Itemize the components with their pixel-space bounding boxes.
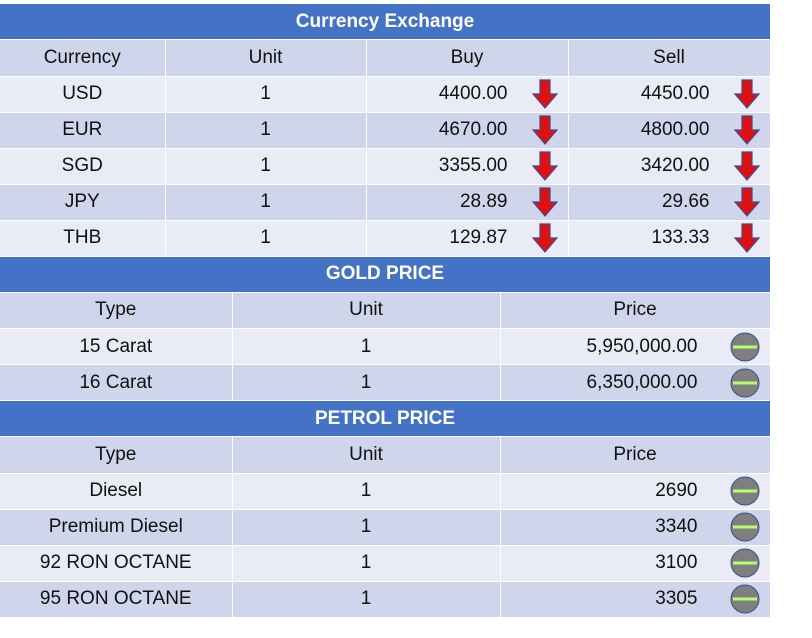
fuel-type: 92 RON OCTANE: [0, 545, 233, 582]
unit-value: 1: [232, 473, 501, 510]
fuel-price-value: 3305: [655, 588, 698, 609]
table-row: THB 1 129.87 133.33: [0, 220, 771, 257]
no-change-icon: [730, 512, 759, 542]
down-arrow-icon: [733, 187, 760, 217]
down-arrow-icon: [733, 115, 760, 145]
buy-rate: 4670.00: [438, 119, 508, 140]
currency-code: USD: [0, 76, 166, 113]
down-arrow-icon: [531, 151, 558, 181]
fuel-price-value: 3340: [655, 516, 698, 537]
no-change-icon: [730, 368, 759, 397]
unit-value: 1: [232, 328, 501, 365]
down-arrow-icon: [531, 115, 558, 145]
down-arrow-icon: [531, 223, 558, 253]
price-board: Currency Exchange Currency Unit Buy Sell…: [0, 4, 771, 618]
unit-value: 1: [165, 184, 367, 221]
column-header: Buy: [366, 40, 569, 77]
fuel-price-value: 2690: [655, 480, 698, 501]
column-header: Type: [0, 437, 233, 474]
buy-rate: 28.89: [459, 191, 508, 212]
fuel-type: 95 RON OCTANE: [0, 581, 233, 618]
petrol-price-title: PETROL PRICE: [0, 401, 770, 437]
no-change-icon: [730, 332, 759, 361]
gold-price-table: Type Unit Price 15 Carat 1 5,950,000.00 …: [0, 292, 771, 401]
down-arrow-icon: [733, 223, 760, 253]
table-row: EUR 1 4670.00 4800.00: [0, 112, 771, 149]
unit-value: 1: [232, 545, 501, 582]
column-header: Unit: [232, 437, 501, 474]
sell-rate: 4800.00: [640, 119, 710, 140]
unit-value: 1: [165, 76, 367, 113]
buy-rate: 3355.00: [438, 155, 508, 176]
column-header: Unit: [232, 292, 501, 329]
sell-rate: 4450.00: [640, 83, 710, 104]
column-header: Type: [0, 292, 233, 329]
fuel-type: Premium Diesel: [0, 509, 233, 546]
unit-value: 1: [232, 509, 501, 546]
currency-code: EUR: [0, 112, 166, 149]
buy-rate: 129.87: [449, 227, 508, 248]
buy-rate: 4400.00: [438, 83, 508, 104]
fuel-type: Diesel: [0, 473, 233, 510]
currency-code: SGD: [0, 148, 166, 185]
currency-code: THB: [0, 220, 166, 257]
currency-table: Currency Unit Buy Sell USD 1 4400.00 445…: [0, 40, 771, 257]
unit-value: 1: [232, 581, 501, 618]
petrol-price-table: Type Unit Price Diesel 1 2690 Premium Di…: [0, 437, 771, 618]
down-arrow-icon: [531, 187, 558, 217]
down-arrow-icon: [733, 151, 760, 181]
table-row: USD 1 4400.00 4450.00: [0, 76, 771, 113]
gold-type: 16 Carat: [0, 364, 233, 401]
currency-code: JPY: [0, 184, 166, 221]
table-row: SGD 1 3355.00 3420.00: [0, 148, 771, 185]
table-row: JPY 1 28.89 29.66: [0, 184, 771, 221]
down-arrow-icon: [531, 79, 558, 109]
table-row: 15 Carat 1 5,950,000.00: [0, 328, 771, 365]
table-row: 16 Carat 1 6,350,000.00: [0, 364, 771, 401]
table-row: Premium Diesel 1 3340: [0, 509, 771, 546]
column-header: Price: [500, 292, 771, 329]
table-row: 92 RON OCTANE 1 3100: [0, 545, 771, 582]
no-change-icon: [730, 476, 759, 506]
currency-exchange-title: Currency Exchange: [0, 4, 770, 40]
unit-value: 1: [232, 364, 501, 401]
column-header: Unit: [165, 40, 367, 77]
column-header: Sell: [568, 40, 771, 77]
table-header-row: Currency Unit Buy Sell: [0, 40, 771, 77]
gold-price-value: 5,950,000.00: [586, 335, 698, 357]
column-header: Currency: [0, 40, 166, 77]
unit-value: 1: [165, 112, 367, 149]
gold-type: 15 Carat: [0, 328, 233, 365]
table-header-row: Type Unit Price: [0, 292, 771, 329]
sell-rate: 133.33: [651, 227, 710, 248]
table-row: 95 RON OCTANE 1 3305: [0, 581, 771, 618]
sell-rate: 29.66: [661, 191, 710, 212]
table-header-row: Type Unit Price: [0, 437, 771, 474]
gold-price-value: 6,350,000.00: [586, 371, 698, 393]
down-arrow-icon: [733, 79, 760, 109]
sell-rate: 3420.00: [640, 155, 710, 176]
no-change-icon: [730, 548, 759, 578]
unit-value: 1: [165, 148, 367, 185]
table-row: Diesel 1 2690: [0, 473, 771, 510]
unit-value: 1: [165, 220, 367, 257]
fuel-price-value: 3100: [655, 552, 698, 573]
no-change-icon: [730, 584, 759, 614]
gold-price-title: GOLD PRICE: [0, 256, 770, 293]
column-header: Price: [500, 437, 771, 474]
